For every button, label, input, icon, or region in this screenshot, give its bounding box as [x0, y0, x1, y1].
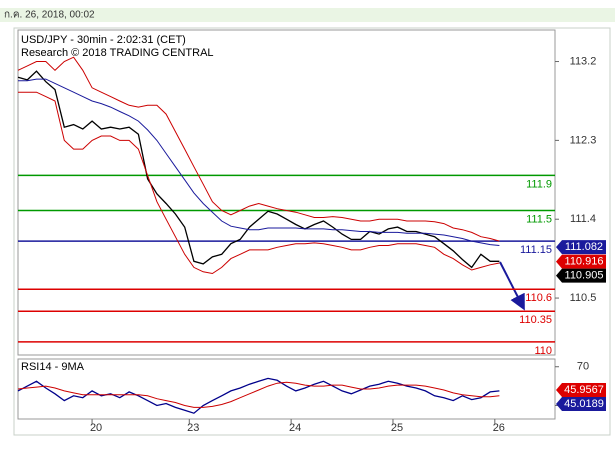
y-tick-label: 111.4	[570, 213, 596, 225]
level-label: 111.9	[526, 178, 552, 190]
y-tick-label: 110.5	[570, 292, 597, 304]
projection-arrow	[499, 261, 525, 311]
price-badge	[556, 254, 606, 269]
series-line	[18, 78, 500, 246]
chart-frame	[13, 27, 611, 436]
x-tick-label: 23	[187, 422, 199, 434]
series-line	[17, 377, 500, 414]
price-badge-label: 45.9567	[564, 384, 604, 396]
x-tick-label: 24	[289, 422, 301, 434]
price-badge-label: 111.082	[565, 241, 603, 253]
level-label: 110	[534, 345, 552, 357]
level-label: 111.15	[520, 244, 552, 256]
chart-subtitle: Research © 2018 TRADING CENTRAL	[21, 47, 214, 59]
series-line	[18, 91, 500, 275]
level-label: 110.35	[519, 314, 552, 326]
level-label: 110.6	[525, 292, 552, 304]
y-tick-label: 113.2	[570, 55, 597, 67]
level-label: 111.5	[526, 213, 552, 225]
price-badge	[556, 383, 606, 398]
header-bar	[0, 8, 615, 22]
price-badge	[556, 240, 606, 255]
main-panel	[17, 29, 556, 356]
header-date: ก.ค. 26, 2018, 00:02	[4, 10, 95, 21]
series-line	[17, 56, 500, 242]
series-line	[17, 70, 500, 269]
x-tick-label: 25	[391, 422, 403, 434]
price-badge-label: 110.916	[565, 256, 604, 268]
x-tick-label: 26	[493, 422, 505, 434]
y-tick-label: 112.3	[570, 134, 597, 146]
price-badge	[556, 397, 606, 412]
chart-title: USD/JPY - 30min - 2:02:31 (CET)	[21, 34, 186, 46]
price-badge-label: 110.905	[565, 270, 604, 282]
price-badge	[556, 268, 606, 283]
chart-title: RSI14 - 9MA	[21, 361, 85, 373]
x-tick-label: 20	[90, 422, 102, 434]
series-line	[17, 381, 500, 408]
y-tick-label: 70	[577, 361, 589, 373]
price-badge-label: 45.0189	[564, 398, 604, 410]
